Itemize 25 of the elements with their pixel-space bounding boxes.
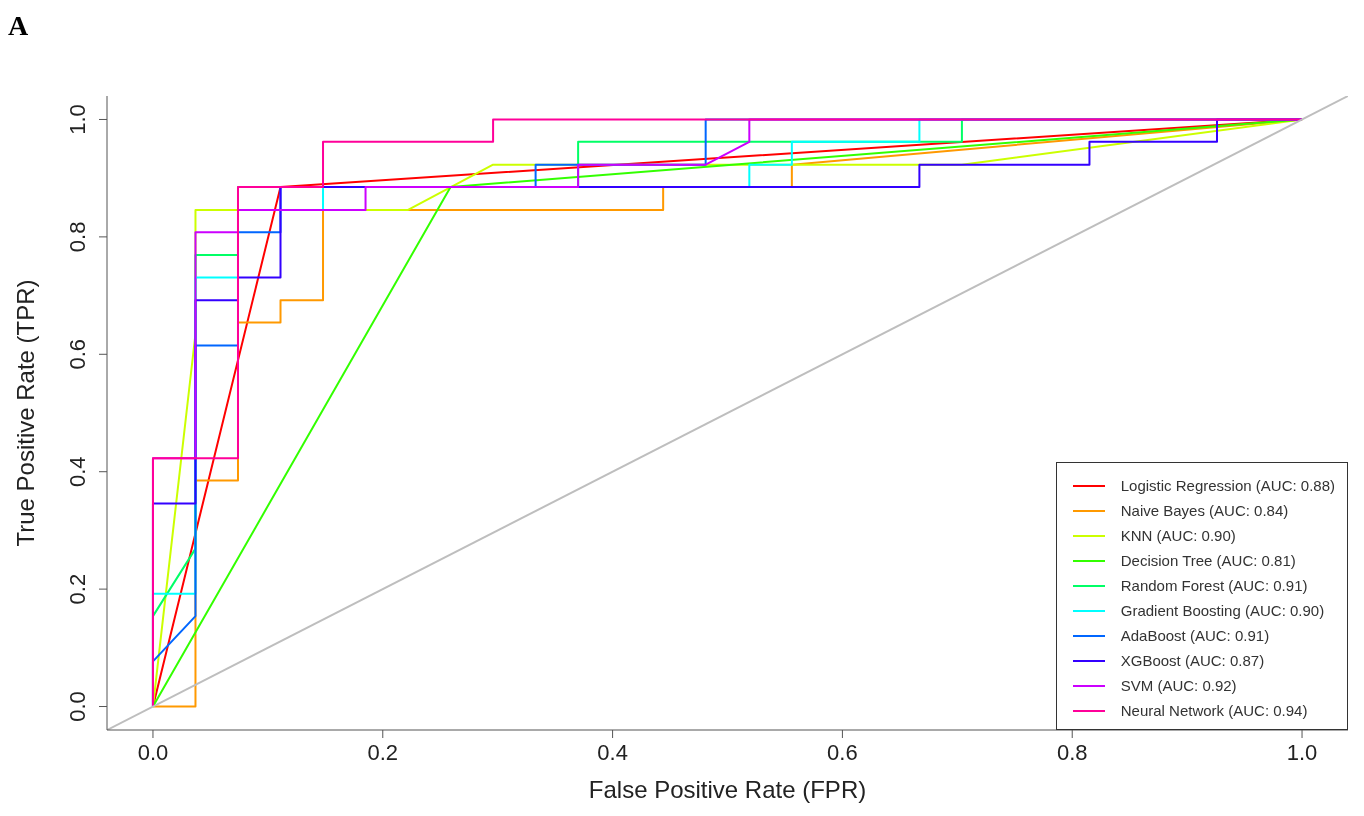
- legend-label: Random Forest (AUC: 0.91): [1120, 577, 1308, 594]
- x-tick-label: 0.8: [1056, 739, 1088, 765]
- legend-label: AdaBoost (AUC: 0.91): [1120, 627, 1270, 644]
- x-tick-label: 0.0: [137, 739, 169, 765]
- x-tick-label: 0.4: [597, 739, 628, 765]
- legend-label: Neural Network (AUC: 0.94): [1120, 702, 1308, 719]
- legend-label: SVM (AUC: 0.92): [1120, 677, 1237, 694]
- legend-label: KNN (AUC: 0.90): [1120, 527, 1236, 544]
- y-tick-label: 0.0: [65, 691, 90, 722]
- legend-label: Logistic Regression (AUC: 0.88): [1120, 477, 1335, 494]
- x-tick-label: 1.0: [1286, 739, 1318, 765]
- x-axis-title: False Positive Rate (FPR): [588, 776, 867, 803]
- legend-label: Decision Tree (AUC: 0.81): [1120, 552, 1296, 569]
- legend-label: XGBoost (AUC: 0.87): [1120, 652, 1265, 669]
- legend-label: Naive Bayes (AUC: 0.84): [1120, 502, 1289, 519]
- y-tick-label: 0.6: [65, 339, 90, 370]
- x-tick-label: 0.2: [367, 739, 399, 765]
- x-tick-label: 0.6: [827, 739, 858, 765]
- legend-label: Gradient Boosting (AUC: 0.90): [1120, 602, 1325, 619]
- y-tick-label: 1.0: [65, 104, 90, 135]
- y-tick-label: 0.2: [65, 573, 90, 605]
- y-axis-title: True Positive Rate (TPR): [11, 279, 39, 547]
- y-tick-label: 0.8: [65, 221, 90, 253]
- chart-title: A: [8, 10, 29, 42]
- y-tick-label: 0.4: [65, 456, 90, 487]
